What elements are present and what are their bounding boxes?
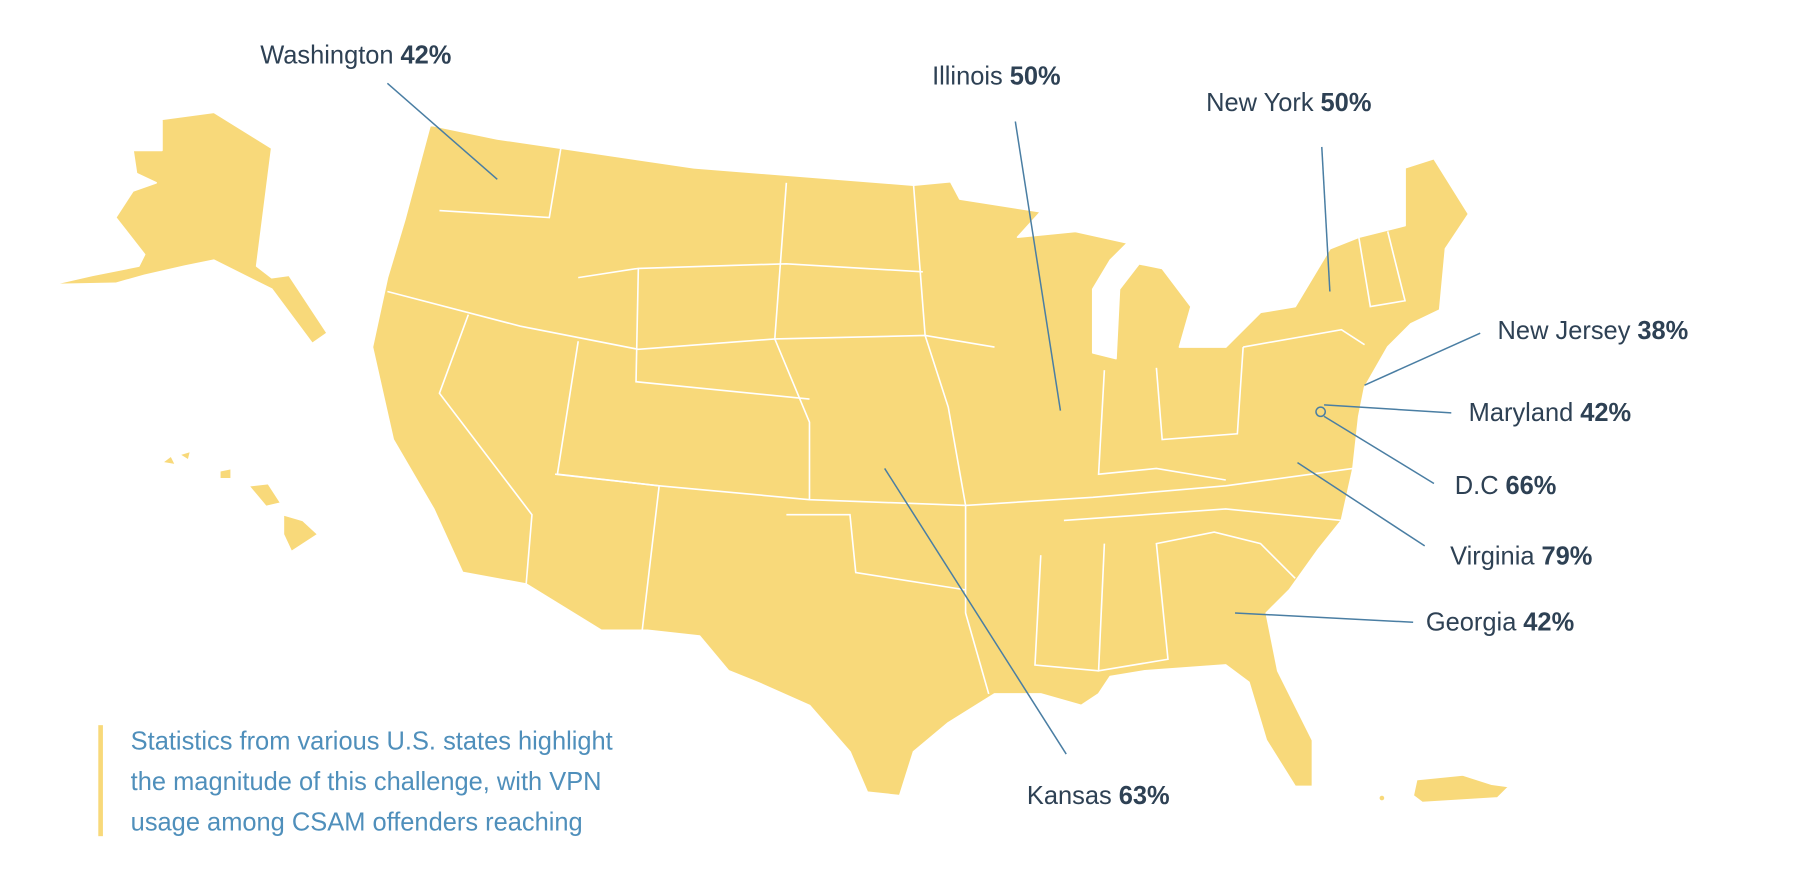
caption-bar: [98, 725, 103, 837]
callout: D.C 66%: [1455, 472, 1557, 500]
state-name: Washington: [260, 42, 393, 70]
hawaii: [161, 454, 177, 466]
us-map: [51, 111, 1510, 804]
state-border: [578, 262, 923, 279]
caption-line: usage among CSAM offenders reaching: [131, 808, 583, 836]
state-border: [1097, 370, 1226, 481]
caption-line: the magnitude of this challenge, with VP…: [131, 768, 602, 796]
state-value: 42%: [401, 42, 452, 70]
state-value: 63%: [1119, 782, 1170, 810]
virgin-islands: [1379, 795, 1385, 801]
callout: Washington 42%: [260, 42, 451, 70]
alaska: [51, 111, 329, 345]
state-border: [439, 147, 562, 219]
leader-line: [1297, 462, 1426, 547]
dc-marker: [1315, 406, 1326, 418]
state-border: [387, 290, 995, 351]
callouts: Washington 42% Illinois 50% New York 50% Ne…: [260, 42, 1688, 810]
state-value: 50%: [1010, 63, 1061, 91]
leader-line: [1364, 332, 1481, 386]
callout: Georgia 42%: [1426, 608, 1574, 636]
state-border: [1243, 328, 1366, 348]
state-name: Maryland: [1469, 399, 1574, 427]
state-name: Virginia: [1450, 542, 1535, 570]
state-value: 66%: [1506, 472, 1557, 500]
callout: New York 50%: [1206, 89, 1371, 117]
state-name: New York: [1206, 89, 1314, 117]
state-value: 79%: [1541, 542, 1592, 570]
callout: New Jersey 38%: [1498, 317, 1689, 345]
state-border: [556, 341, 661, 634]
leader-line: [1323, 415, 1435, 485]
state-name: Georgia: [1426, 608, 1517, 636]
leader-line: [1324, 404, 1452, 414]
state-name: New Jersey: [1498, 317, 1631, 345]
state-name: D.C: [1455, 472, 1499, 500]
state-border: [1357, 231, 1407, 308]
state-name: Kansas: [1027, 782, 1112, 810]
state-border: [786, 513, 966, 591]
callout: Maryland 42%: [1469, 399, 1631, 427]
state-value: 38%: [1637, 317, 1688, 345]
callout: Virginia 79%: [1450, 542, 1592, 570]
hawaii: [218, 467, 233, 480]
caption: Statistics from various U.S. states high…: [98, 725, 613, 837]
leader-line: [1321, 146, 1331, 292]
state-border: [912, 185, 990, 695]
callout: Kansas 63%: [1027, 782, 1170, 810]
leader-lines: [386, 82, 1481, 755]
leader-line: [1014, 121, 1062, 411]
callout: Illinois 50%: [932, 63, 1061, 91]
state-name: Illinois: [932, 63, 1003, 91]
caption-line: Statistics from various U.S. states high…: [131, 727, 613, 755]
state-border: [635, 268, 810, 400]
leader-line: [386, 82, 498, 180]
hawaii: [247, 482, 282, 508]
leader-line: [1235, 612, 1414, 623]
puerto-rico: [1412, 774, 1510, 804]
hawaii: [178, 450, 192, 462]
state-value: 50%: [1321, 89, 1372, 117]
contiguous-us: [371, 124, 1470, 797]
state-value: 42%: [1523, 608, 1574, 636]
hawaii: [282, 513, 319, 553]
leader-line: [884, 468, 1067, 755]
state-border: [773, 182, 811, 500]
state-border: [1063, 508, 1342, 522]
state-border: [1155, 346, 1244, 441]
state-value: 42%: [1580, 399, 1631, 427]
state-border: [438, 314, 533, 585]
state-border: [1034, 555, 1099, 672]
